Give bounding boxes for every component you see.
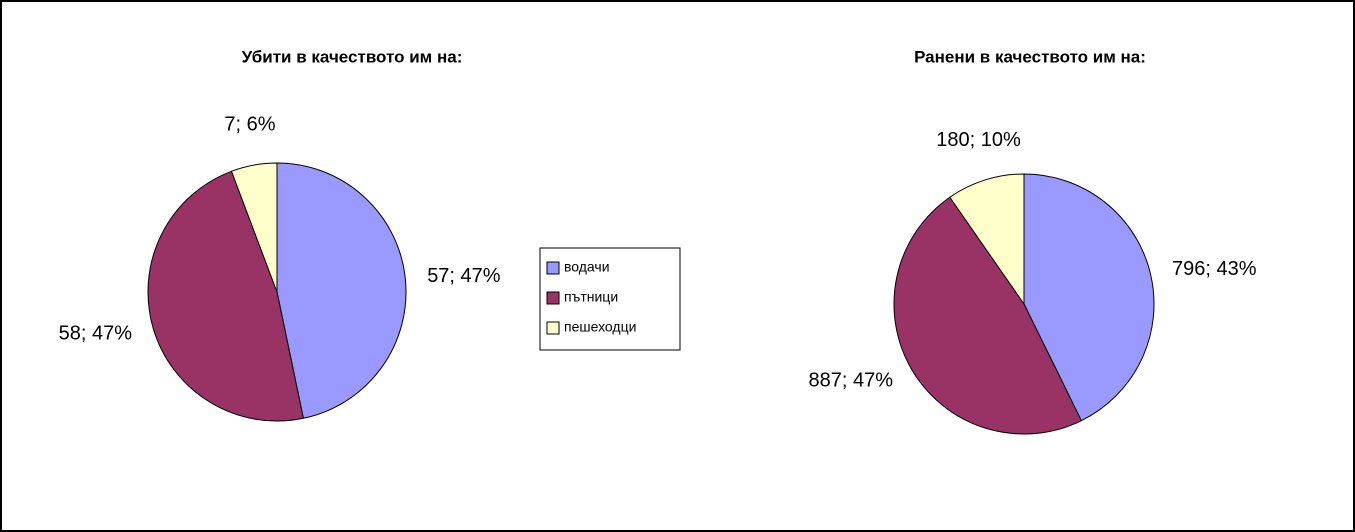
legend-swatch — [546, 321, 560, 335]
data-label: 58; 47% — [59, 322, 133, 344]
chart-title: Ранени в качеството им на: — [914, 47, 1146, 66]
data-label: 57; 47% — [427, 265, 501, 287]
pie-slice — [1023, 173, 1155, 422]
data-label: 887; 47% — [808, 369, 893, 391]
pie-slice — [147, 170, 304, 422]
data-label: 180; 10% — [936, 129, 1021, 151]
pie-slice — [949, 173, 1025, 306]
pie-slice — [230, 162, 278, 293]
chart-title: Убити в качеството им на: — [242, 47, 463, 66]
legend-label: пешеходци — [564, 319, 636, 335]
pie-slice — [276, 162, 407, 419]
legend-label: водачи — [564, 259, 610, 275]
data-label: 7; 6% — [224, 114, 275, 136]
legend-swatch — [546, 291, 560, 305]
pie-slice — [893, 196, 1083, 435]
legend-label: пътници — [564, 289, 618, 305]
legend-swatch — [546, 261, 560, 275]
legend — [539, 247, 681, 351]
data-label: 796; 43% — [1172, 258, 1257, 280]
